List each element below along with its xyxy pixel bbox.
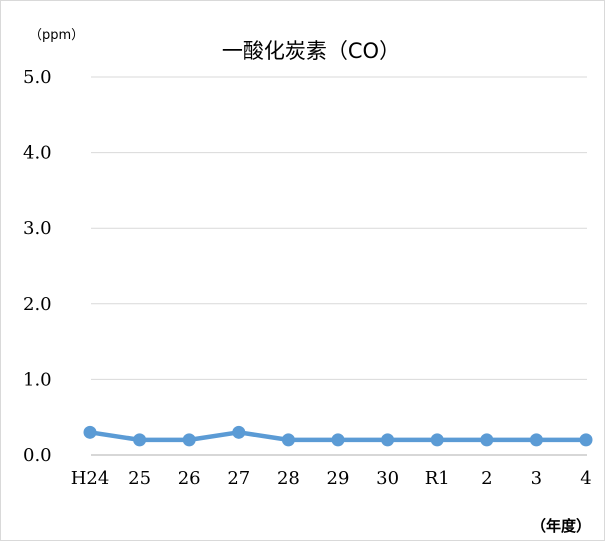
data-point <box>232 425 246 439</box>
data-point <box>182 433 196 447</box>
x-axis-unit-label: （年度） <box>531 517 591 535</box>
data-point <box>133 433 147 447</box>
y-tick-label: 2.0 <box>23 294 52 315</box>
y-axis-unit-label: （ppm） <box>29 28 84 43</box>
y-tick-label: 4.0 <box>23 143 52 164</box>
x-tick-label: 30 <box>376 468 399 489</box>
data-point <box>579 433 593 447</box>
x-tick-label: R1 <box>425 468 450 489</box>
gridlines <box>91 76 587 456</box>
chart-title: 一酸化炭素（CO） <box>222 39 400 63</box>
y-tick-label: 1.0 <box>23 369 52 390</box>
y-axis-ticks: 0.0 1.0 2.0 3.0 4.0 5.0 <box>23 67 52 466</box>
data-point <box>430 433 444 447</box>
y-tick-label: 0.0 <box>23 445 52 466</box>
x-tick-label: 29 <box>327 468 350 489</box>
x-tick-label: 25 <box>128 468 151 489</box>
y-tick-label: 5.0 <box>23 67 52 88</box>
series-layer <box>83 425 593 447</box>
x-tick-label: 28 <box>277 468 300 489</box>
x-tick-label: 26 <box>178 468 201 489</box>
x-tick-label: 27 <box>227 468 250 489</box>
data-point <box>331 433 345 447</box>
data-point <box>529 433 543 447</box>
data-point <box>480 433 494 447</box>
data-point <box>381 433 395 447</box>
data-point <box>83 425 97 439</box>
x-tick-label: 3 <box>531 468 542 489</box>
x-tick-label: 2 <box>481 468 492 489</box>
x-axis-ticks: H24 25 26 27 28 29 30 R1 2 3 4 <box>71 468 592 489</box>
y-tick-label: 3.0 <box>23 218 52 239</box>
data-point <box>281 433 295 447</box>
x-tick-label: 4 <box>580 468 591 489</box>
x-tick-label: H24 <box>71 468 110 489</box>
